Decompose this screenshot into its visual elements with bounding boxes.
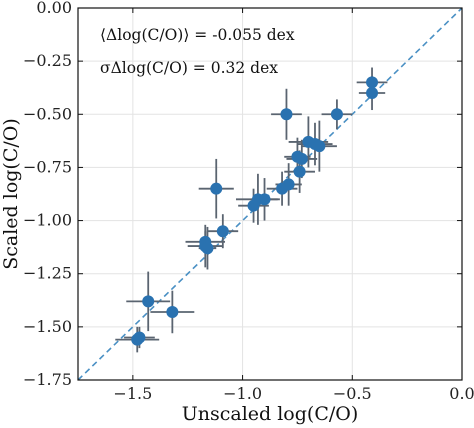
x-tick-labels: −1.5 −1.0 −0.5 0.0 [113, 384, 474, 403]
mean-offset-annotation: ⟨Δlog(C/O)⟩ = -0.055 dex [100, 26, 295, 44]
data-point [282, 178, 295, 191]
data-point [366, 76, 379, 89]
x-tick-label: −0.5 [333, 384, 372, 403]
data-point [133, 331, 146, 344]
data-point [293, 165, 306, 178]
y-tick-label: −1.00 [23, 211, 72, 230]
data-point [280, 108, 293, 121]
data-point [201, 242, 214, 255]
y-tick-label: −1.50 [23, 317, 72, 336]
y-tick-label: −0.25 [23, 51, 72, 70]
x-tick-label: −1.0 [223, 384, 262, 403]
y-tick-labels: −1.75 −1.50 −1.25 −1.00 −0.75 −0.50 −0.25 0.00 [23, 0, 72, 389]
data-point [210, 182, 223, 195]
tick-marks [78, 7, 463, 381]
data-point [330, 108, 343, 121]
plot-frame [77, 7, 463, 381]
data-point [142, 295, 155, 308]
x-tick-label: 0.0 [449, 384, 474, 403]
one-to-one-line [77, 7, 463, 381]
data-point [366, 87, 379, 100]
y-tick-label: 0.00 [36, 0, 72, 17]
y-tick-label: −0.75 [23, 157, 72, 176]
data-point [313, 140, 326, 153]
y-tick-label: −1.75 [23, 370, 72, 389]
grid [78, 7, 463, 381]
data-point [295, 152, 308, 165]
x-axis-label: Unscaled log(C/O) [182, 403, 359, 425]
data-point [216, 225, 229, 238]
data-point [258, 193, 271, 206]
scatter-annotation: σΔlog(C/O) = 0.32 dex [100, 59, 278, 77]
x-tick-label: −1.5 [113, 384, 152, 403]
y-tick-label: −1.25 [23, 264, 72, 283]
y-tick-label: −0.50 [23, 104, 72, 123]
y-axis-label: Scaled log(C/O) [0, 118, 22, 270]
data-point [166, 305, 179, 318]
data-points [131, 76, 379, 346]
